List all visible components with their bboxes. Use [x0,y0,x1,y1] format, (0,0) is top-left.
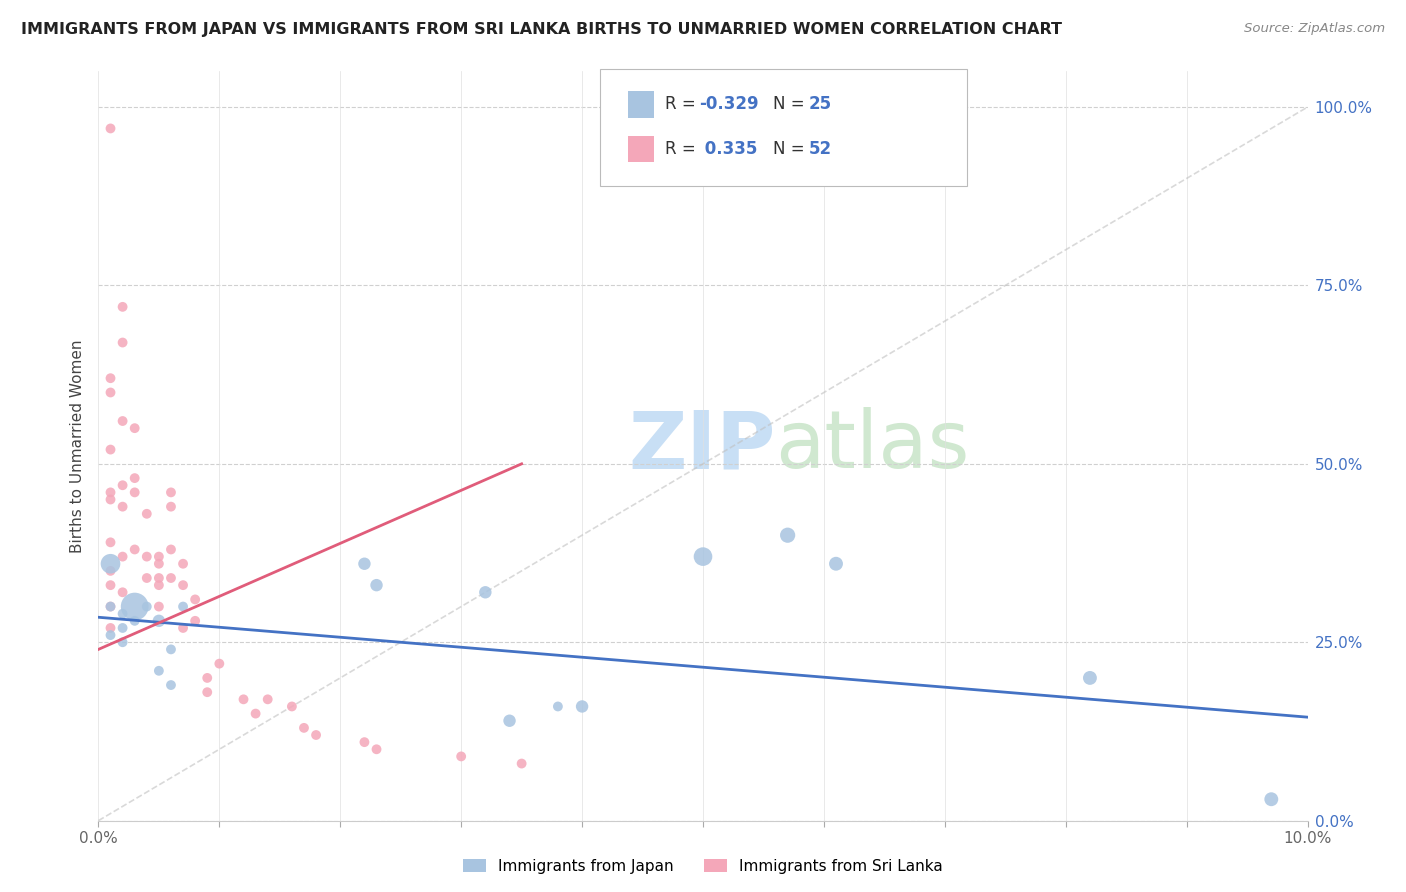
Point [111,607,134,621]
Point [124,421,146,435]
Point [111,414,134,428]
Legend: Immigrants from Japan, Immigrants from Sri Lanka: Immigrants from Japan, Immigrants from S… [457,853,949,880]
Point [135,507,157,521]
Point [124,614,146,628]
Point [148,664,170,678]
Point [124,471,146,485]
Point [353,735,375,749]
Point [100,535,122,549]
Text: Source: ZipAtlas.com: Source: ZipAtlas.com [1244,22,1385,36]
Point [450,749,472,764]
Point [305,728,328,742]
Y-axis label: Births to Unmarried Women: Births to Unmarried Women [69,339,84,553]
Point [160,571,183,585]
Point [111,500,134,514]
Point [498,714,520,728]
Text: R =: R = [665,95,702,113]
Point [135,549,157,564]
Point [124,542,146,557]
Point [100,492,122,507]
Point [571,699,593,714]
Point [195,671,218,685]
Point [1078,671,1101,685]
Point [100,121,122,136]
Point [245,706,267,721]
Point [100,599,122,614]
Point [111,621,134,635]
Point [292,721,315,735]
Point [172,557,194,571]
Text: 52: 52 [808,140,831,158]
Point [135,571,157,585]
Point [232,692,254,706]
Point [256,692,278,706]
Point [510,756,533,771]
Point [100,371,122,385]
Point [353,557,375,571]
Point [111,300,134,314]
Point [111,335,134,350]
Point [366,578,388,592]
Point [208,657,231,671]
Text: N =: N = [773,95,810,113]
Point [172,578,194,592]
Point [184,592,207,607]
Text: 0.335: 0.335 [699,140,758,158]
Point [100,485,122,500]
Point [111,478,134,492]
Point [148,614,170,628]
Point [124,599,146,614]
Text: 25: 25 [808,95,831,113]
Point [100,557,122,571]
Text: ZIP: ZIP [628,407,776,485]
Point [111,635,134,649]
Point [776,528,799,542]
Point [172,621,194,635]
Point [825,557,848,571]
Point [111,549,134,564]
Point [148,599,170,614]
Point [100,599,122,614]
Point [160,678,183,692]
Point [692,549,714,564]
Point [474,585,496,599]
Point [100,621,122,635]
Point [100,628,122,642]
Point [135,599,157,614]
Text: atlas: atlas [776,407,970,485]
Point [195,685,218,699]
Text: N =: N = [773,140,810,158]
Point [1260,792,1282,806]
Point [124,485,146,500]
Point [100,442,122,457]
Point [547,699,569,714]
Point [148,571,170,585]
Point [160,642,183,657]
Text: -0.329: -0.329 [699,95,758,113]
Text: R =: R = [665,140,702,158]
Text: IMMIGRANTS FROM JAPAN VS IMMIGRANTS FROM SRI LANKA BIRTHS TO UNMARRIED WOMEN COR: IMMIGRANTS FROM JAPAN VS IMMIGRANTS FROM… [21,22,1062,37]
Point [111,585,134,599]
Point [148,549,170,564]
Point [160,542,183,557]
Point [366,742,388,756]
Point [100,385,122,400]
Point [172,599,194,614]
Point [160,500,183,514]
Point [100,578,122,592]
Point [160,485,183,500]
Point [100,564,122,578]
Point [148,557,170,571]
Point [281,699,304,714]
Point [148,578,170,592]
Point [184,614,207,628]
